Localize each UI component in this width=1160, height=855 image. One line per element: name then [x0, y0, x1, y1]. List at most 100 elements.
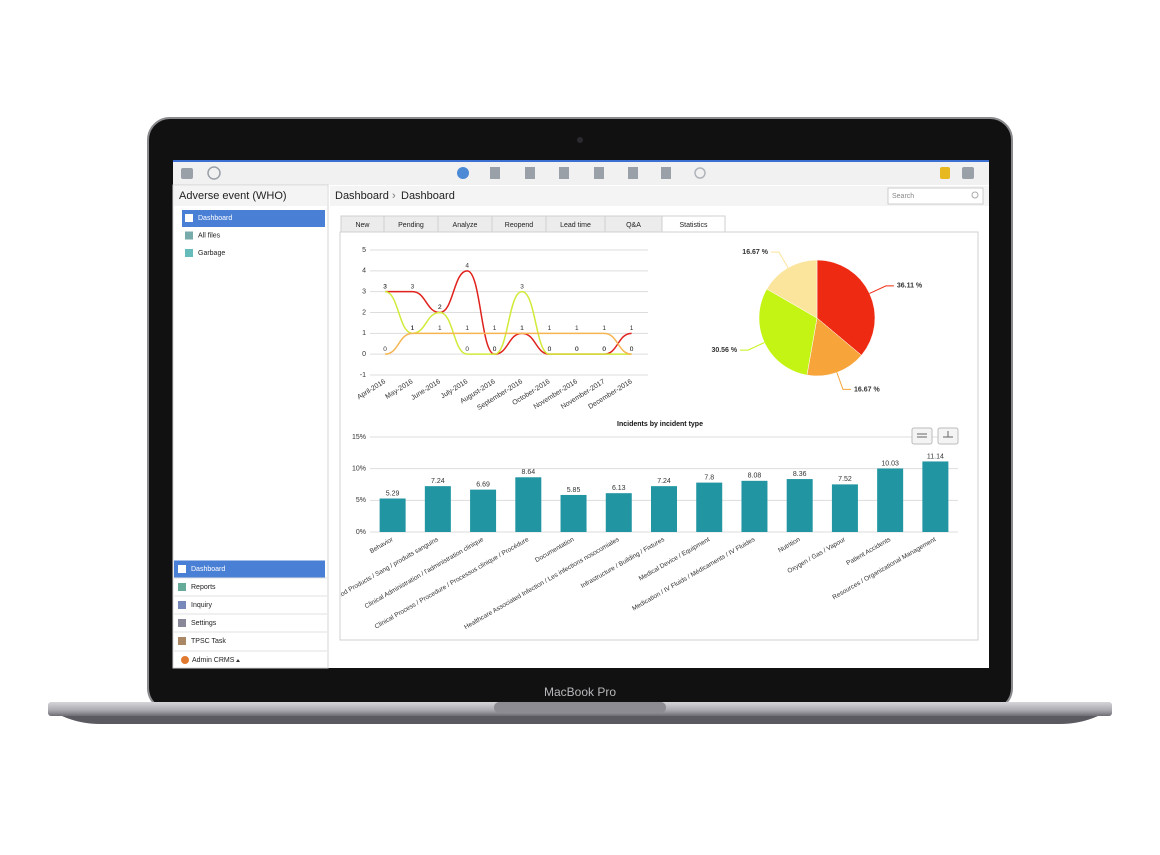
home-button[interactable] — [457, 167, 469, 179]
data-label: 0 — [548, 346, 552, 353]
data-label: 0 — [575, 346, 579, 353]
data-label: 1 — [493, 325, 497, 332]
nav-item[interactable]: Settings — [191, 620, 217, 627]
bar — [922, 461, 949, 532]
button-glyphs — [917, 431, 953, 438]
lock-button[interactable] — [940, 167, 950, 179]
refresh-button[interactable] — [694, 167, 706, 179]
y-tick-label: 15% — [352, 434, 366, 441]
data-label: 1 — [548, 325, 552, 332]
laptop-notch — [494, 702, 666, 713]
data-label: 2 — [438, 304, 442, 311]
tab-label: Pending — [398, 222, 424, 229]
toolbar-button[interactable] — [559, 167, 569, 179]
main-header — [330, 186, 989, 206]
leader-line — [836, 372, 852, 390]
tree-icon — [185, 249, 193, 257]
data-label: 0 — [602, 346, 606, 353]
data-label: 6.13 — [612, 485, 626, 492]
data-label: 0 — [630, 346, 634, 353]
data-label: 8.08 — [748, 473, 762, 480]
data-label: 0 — [575, 346, 579, 353]
bar — [877, 468, 904, 532]
data-label: 6.69 — [476, 481, 490, 488]
data-label: 1 — [520, 325, 524, 332]
tab-label: Reopend — [505, 222, 534, 229]
nav-item[interactable]: Reports — [191, 584, 216, 591]
bar — [424, 486, 451, 532]
data-label: 0 — [630, 346, 634, 353]
toolbar — [173, 162, 989, 185]
breadcrumb: Dashboard — [401, 190, 455, 202]
data-label: 0 — [602, 346, 606, 353]
user-name[interactable]: Admin CRMS — [192, 657, 235, 664]
data-label: 5.29 — [386, 490, 400, 497]
data-label: 1 — [411, 325, 415, 332]
tree-item[interactable]: All files — [198, 232, 221, 239]
settings-button[interactable] — [962, 167, 974, 179]
data-label: 1 — [602, 325, 606, 332]
bar — [560, 494, 587, 532]
data-label: 2 — [438, 304, 442, 311]
sidebar — [172, 184, 329, 669]
data-label: 30.56 % — [711, 347, 737, 354]
y-tick-label: 3 — [362, 289, 366, 296]
y-tick-label: 4 — [362, 268, 366, 275]
search-icon — [971, 191, 979, 199]
laptop-base-bottom — [62, 716, 1098, 724]
data-label: 1 — [520, 325, 524, 332]
leader-line — [740, 342, 765, 351]
bar — [605, 493, 632, 532]
toolbar-button[interactable] — [525, 167, 535, 179]
content-panel — [339, 231, 979, 641]
tab-label: Analyze — [453, 222, 478, 229]
toolbar-button[interactable] — [594, 167, 604, 179]
data-label: 1 — [630, 325, 634, 332]
data-label: 1 — [465, 325, 469, 332]
history-button[interactable] — [207, 166, 221, 180]
data-label: 7.52 — [838, 476, 852, 483]
line-series — [384, 290, 632, 355]
pie-slice — [816, 259, 876, 356]
nav-item[interactable]: TPSC Task — [191, 638, 226, 645]
bar — [379, 498, 406, 532]
breadcrumb: Dashboard — [335, 190, 389, 202]
data-label: 7.24 — [431, 478, 445, 485]
toolbar-button[interactable] — [661, 167, 671, 179]
bar — [470, 489, 497, 532]
search-box[interactable] — [887, 187, 984, 205]
tree-item[interactable]: Garbage — [198, 250, 225, 257]
data-label: 1 — [438, 325, 442, 332]
bar — [741, 480, 768, 532]
data-label: 3 — [383, 283, 387, 290]
tab-label: New — [355, 222, 370, 229]
toolbar-icons — [181, 166, 974, 180]
app-title: Adverse event (WHO) — [179, 190, 287, 202]
tree-selected — [182, 210, 325, 227]
add-button[interactable] — [181, 168, 193, 179]
y-tick-label: 0% — [356, 529, 366, 536]
pie-slice — [766, 259, 818, 319]
nav-item[interactable]: Inquiry — [191, 602, 213, 609]
tree-item[interactable]: Dashboard — [198, 215, 232, 222]
data-label: 16.67 % — [742, 249, 768, 256]
search-placeholder: Search — [892, 193, 914, 200]
data-label: 1 — [575, 325, 579, 332]
toolbar-button[interactable] — [628, 167, 638, 179]
toolbar-button[interactable] — [490, 167, 500, 179]
data-label: 0 — [548, 346, 552, 353]
data-label: 3 — [520, 283, 524, 290]
data-label: 16.67 % — [854, 386, 880, 393]
data-label: 7.8 — [704, 474, 714, 481]
data-label: 0 — [493, 346, 497, 353]
data-label: 4 — [465, 263, 469, 270]
y-tick-label: 2 — [362, 309, 366, 316]
data-label: 8.64 — [521, 469, 535, 476]
bar — [696, 482, 723, 532]
data-label: 8.36 — [793, 471, 807, 478]
data-label: 36.11 % — [897, 283, 923, 290]
nav-item[interactable]: Dashboard — [191, 566, 225, 573]
chart-menu-button[interactable] — [911, 427, 933, 445]
